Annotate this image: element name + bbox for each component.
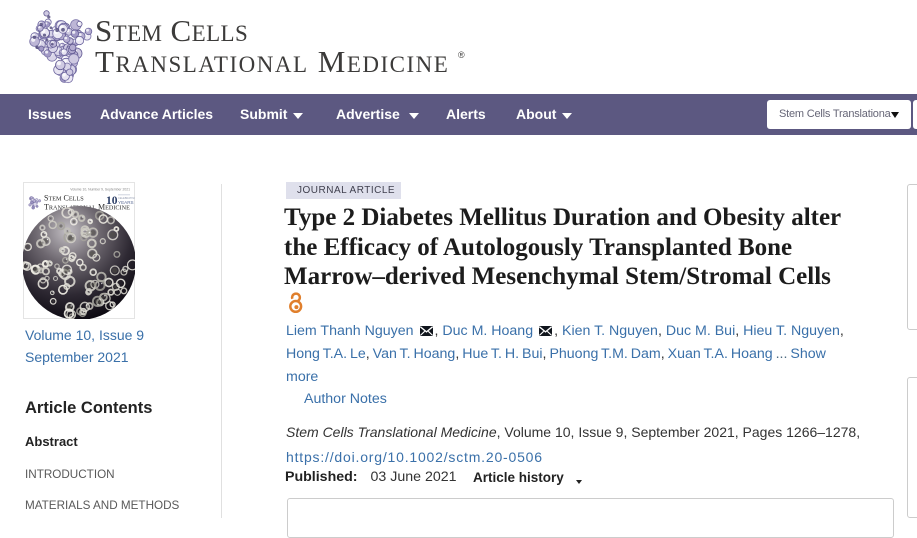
svg-text:Volume 10, Number 9, September: Volume 10, Number 9, September 2021 (70, 188, 130, 192)
svg-text:CELEBRATING: CELEBRATING (118, 196, 135, 200)
svg-text:10: 10 (106, 195, 118, 207)
svg-text:STEM CELLS: STEM CELLS (44, 194, 84, 203)
svg-text:YEARS: YEARS (118, 200, 134, 205)
